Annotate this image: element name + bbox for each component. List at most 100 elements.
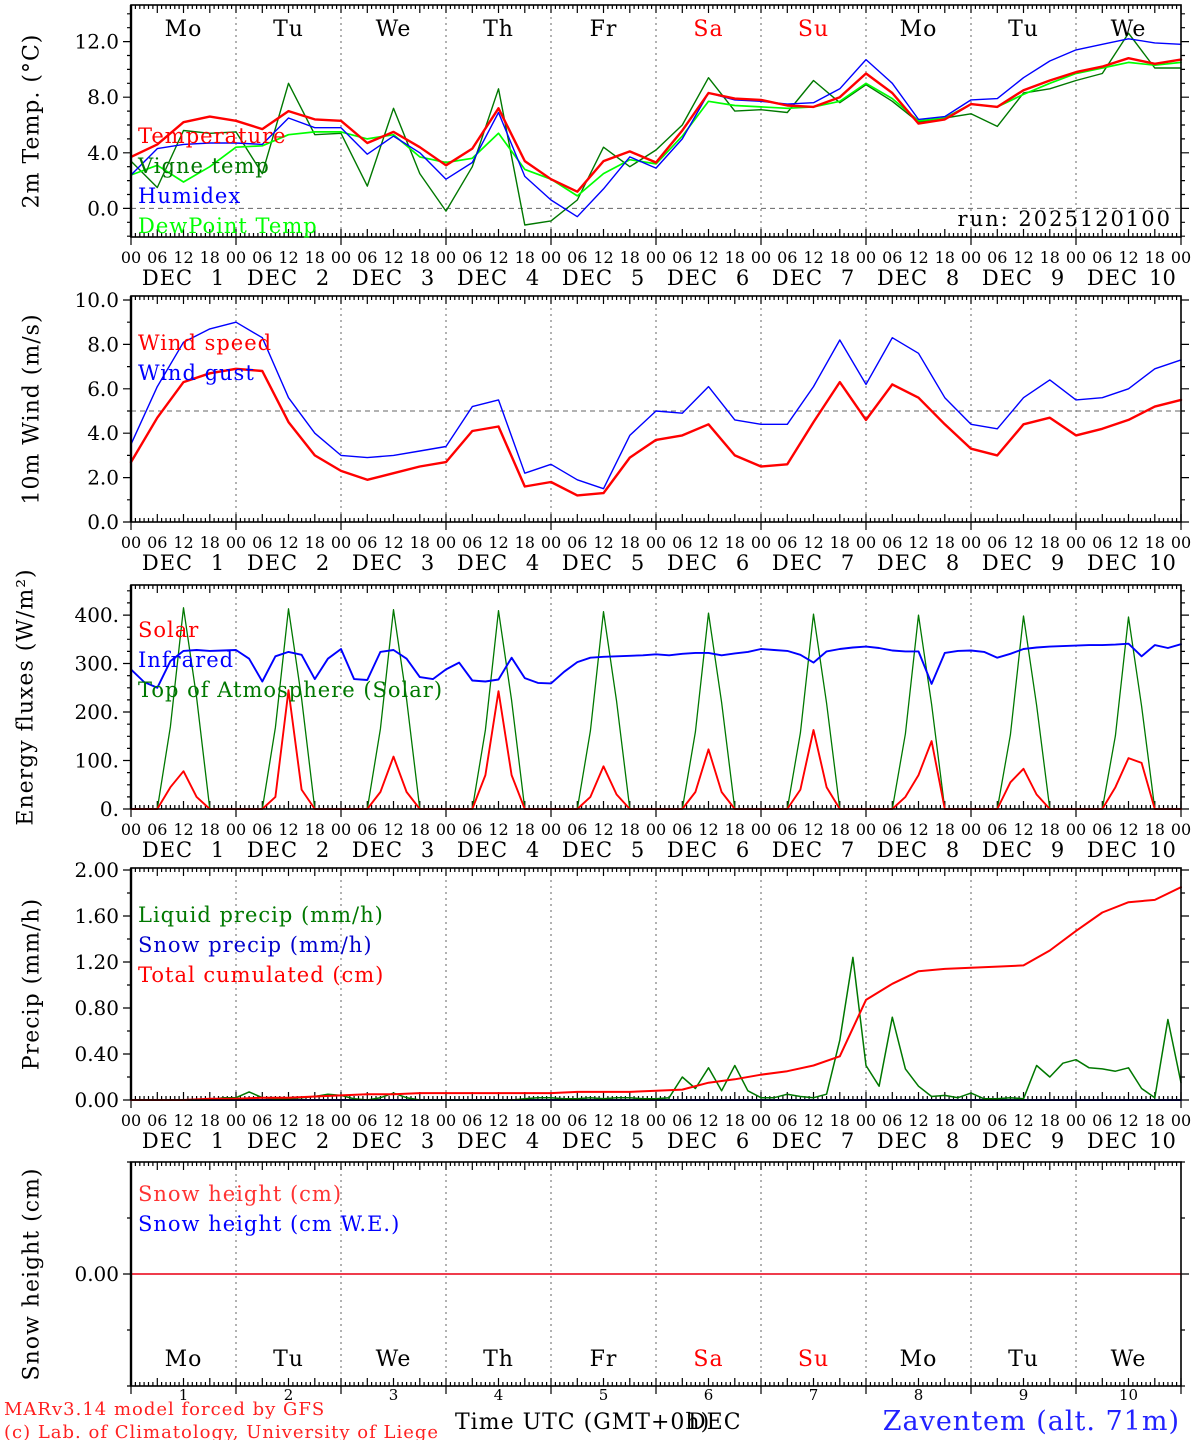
series-infrared — [130, 642, 1182, 689]
x-hour-label: 06 — [987, 248, 1007, 267]
x-hour-label: 18 — [830, 533, 850, 552]
x-date-label: DEC — [142, 266, 193, 290]
legend-top-of-atmosphere: Top of Atmosphere (Solar) — [138, 678, 444, 702]
weekday-label: Fr — [590, 17, 618, 42]
x-date-label: DEC — [982, 551, 1033, 575]
x-date-label: DEC — [982, 266, 1033, 290]
x-hour-label: 06 — [357, 1111, 377, 1130]
x-hour-label: 00 — [541, 248, 561, 267]
x-hour-label: 00 — [121, 533, 141, 552]
x-date-label: DEC — [352, 1129, 403, 1153]
x-hour-label: 12 — [278, 248, 298, 267]
x-date-label: DEC — [562, 266, 613, 290]
x-hour-label: 00 — [436, 248, 456, 267]
x-hour-label: 18 — [725, 248, 745, 267]
x-date-number: 10 — [1149, 551, 1176, 575]
weekday-label: Su — [798, 1347, 829, 1372]
x-hour-label: 06 — [147, 533, 167, 552]
footer-lab-credit: (c) Lab. of Climatology, University of L… — [4, 1422, 440, 1440]
x-hour-label: 06 — [987, 533, 1007, 552]
x-hour-label: 00 — [541, 820, 561, 839]
legend-wind-speed: Wind speed — [138, 331, 273, 355]
x-hour-label: 06 — [987, 1111, 1007, 1130]
x-date-number: 3 — [421, 551, 434, 575]
x-hour-label: 06 — [462, 533, 482, 552]
x-date-label: DEC — [667, 1129, 718, 1153]
series-wind-gust — [130, 321, 1182, 490]
x-hour-label: 12 — [803, 820, 823, 839]
x-hour-label: 06 — [567, 248, 587, 267]
x-date-label: DEC — [772, 266, 823, 290]
x-hour-label: 12 — [1118, 248, 1138, 267]
ytick-label: 2.00 — [74, 858, 119, 882]
x-date-label: DEC — [457, 838, 508, 862]
x-hour-label: 06 — [672, 533, 692, 552]
x-date-label: DEC — [457, 1129, 508, 1153]
x-date-number: 6 — [736, 266, 749, 290]
weekday-label: Mo — [165, 17, 203, 42]
x-date-number: 2 — [316, 838, 329, 862]
x-hour-label: 06 — [882, 820, 902, 839]
x-hour-label: 18 — [305, 1111, 325, 1130]
x-date-number: 3 — [421, 838, 434, 862]
y-axis-title-wind: 10m Wind (m/s) — [19, 313, 45, 505]
x-hour-label: 00 — [646, 1111, 666, 1130]
x-hour-label: 00 — [226, 533, 246, 552]
x-hour-label: 06 — [882, 1111, 902, 1130]
x-date-number: 8 — [946, 838, 959, 862]
x-hour-label: 00 — [1066, 820, 1086, 839]
x-date-label: DEC — [877, 551, 928, 575]
legend-snow-precip: Snow precip (mm/h) — [138, 933, 373, 957]
x-hour-label: 12 — [488, 820, 508, 839]
ytick-label: 8.0 — [87, 332, 119, 356]
ytick-label: 1.60 — [74, 904, 119, 928]
x-hour-label: 12 — [383, 533, 403, 552]
legend-infrared: Infrared — [138, 648, 235, 672]
series-humidex — [130, 38, 1182, 218]
x-hour-label: 18 — [725, 1111, 745, 1130]
x-hour-label: 00 — [856, 533, 876, 552]
ytick-label: 0.00 — [74, 1088, 119, 1112]
x-date-label: DEC — [247, 551, 298, 575]
x-hour-label: 00 — [961, 820, 981, 839]
ytick-label: 10.0 — [74, 288, 119, 312]
x-hour-label: 18 — [725, 533, 745, 552]
x-hour-label: 12 — [173, 533, 193, 552]
x-date-number: 4 — [526, 1129, 539, 1153]
x-hour-label: 18 — [725, 820, 745, 839]
x-hour-label: 18 — [410, 248, 430, 267]
x-hour-label: 00 — [751, 533, 771, 552]
x-hour-label: 18 — [620, 248, 640, 267]
legend-wind-gust: Wind gust — [138, 361, 255, 385]
x-date-label: DEC — [1087, 838, 1138, 862]
x-hour-label: 00 — [856, 1111, 876, 1130]
x-hour-label: 18 — [830, 248, 850, 267]
x-date-label: DEC — [877, 266, 928, 290]
x-hour-label: 12 — [908, 1111, 928, 1130]
x-date-number: 5 — [631, 551, 644, 575]
x-hour-label: 06 — [357, 820, 377, 839]
day-number-label: 10 — [1119, 1386, 1138, 1404]
precip-panel — [123, 867, 1189, 1108]
day-number-label: 3 — [389, 1386, 399, 1404]
x-hour-label: 06 — [462, 1111, 482, 1130]
x-hour-label: 12 — [488, 248, 508, 267]
x-date-number: 9 — [1051, 838, 1064, 862]
x-date-number: 6 — [736, 1129, 749, 1153]
x-hour-label: 18 — [830, 1111, 850, 1130]
x-hour-label: 00 — [226, 1111, 246, 1130]
ytick-label: 0.80 — [74, 996, 119, 1020]
weekday-label: Tu — [273, 17, 304, 42]
legend-snow-height-we: Snow height (cm W.E.) — [138, 1212, 401, 1236]
x-hour-label: 18 — [200, 820, 220, 839]
x-date-number: 8 — [946, 551, 959, 575]
x-hour-label: 06 — [1092, 1111, 1112, 1130]
weekday-label: Fr — [590, 1347, 618, 1372]
x-hour-label: 00 — [1066, 1111, 1086, 1130]
ytick-label: 12.0 — [74, 30, 119, 54]
x-hour-label: 18 — [200, 248, 220, 267]
x-date-number: 10 — [1149, 1129, 1176, 1153]
x-date-number: 9 — [1051, 266, 1064, 290]
x-hour-label: 12 — [593, 1111, 613, 1130]
